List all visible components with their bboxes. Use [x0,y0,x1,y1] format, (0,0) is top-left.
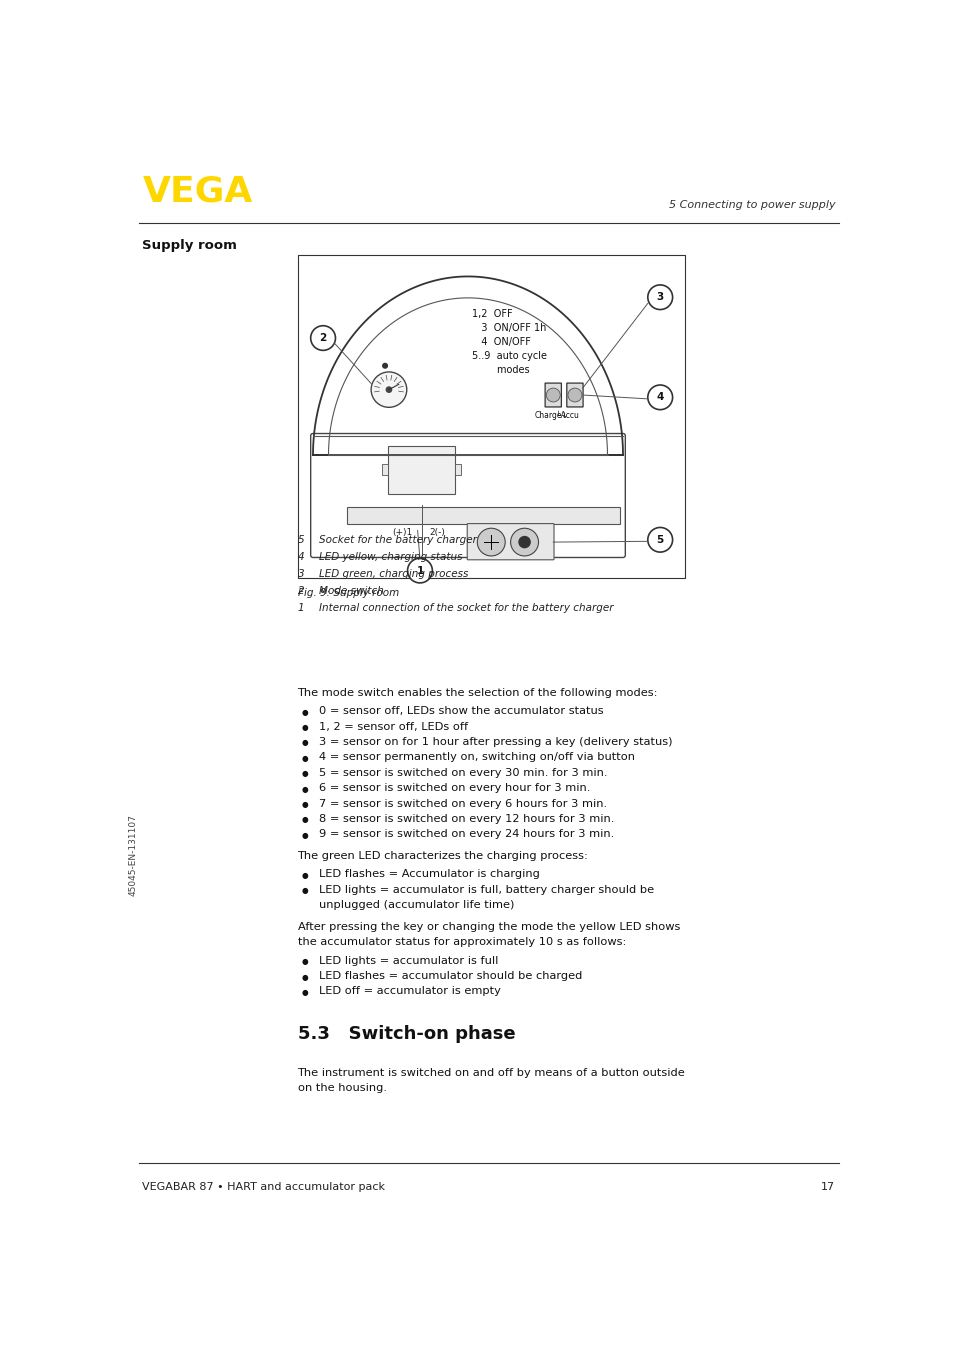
Text: ●: ● [301,784,308,793]
Text: 0 = sensor off, LEDs show the accumulator status: 0 = sensor off, LEDs show the accumulato… [319,705,603,716]
Text: ●: ● [301,723,308,733]
Circle shape [476,528,505,556]
Text: ●: ● [301,754,308,762]
Bar [297,255,684,578]
Text: unplugged (accumulator life time): unplugged (accumulator life time) [319,900,514,910]
Circle shape [371,372,406,408]
Text: VEGABAR 87 • HART and accumulator pack: VEGABAR 87 • HART and accumulator pack [142,1182,385,1192]
Circle shape [407,558,432,584]
Text: Socket for the battery charger: Socket for the battery charger [319,535,476,546]
Text: Mode switch: Mode switch [319,586,384,596]
FancyBboxPatch shape [311,433,624,558]
Text: ●: ● [301,800,308,810]
Text: 4: 4 [656,393,663,402]
Text: LED lights = accumulator is full: LED lights = accumulator is full [319,956,498,965]
Text: ●: ● [301,738,308,747]
Text: 2(-): 2(-) [429,528,445,538]
Text: ●: ● [301,815,308,825]
Circle shape [386,387,392,393]
Circle shape [510,528,537,556]
Bar [388,445,455,494]
Bar [462,1308,473,1319]
Text: LED green, charging process: LED green, charging process [319,569,468,580]
Circle shape [311,326,335,351]
Text: the accumulator status for approximately 10 s as follows:: the accumulator status for approximately… [297,937,625,946]
Bar [347,506,619,524]
Text: After pressing the key or changing the mode the yellow LED shows: After pressing the key or changing the m… [297,922,679,932]
Text: VEGA: VEGA [142,175,253,209]
Text: LED flashes = accumulator should be charged: LED flashes = accumulator should be char… [319,971,582,982]
FancyBboxPatch shape [467,524,554,559]
Circle shape [647,528,672,552]
Text: (+)1: (+)1 [392,528,412,538]
Text: LED yellow, charging status: LED yellow, charging status [319,552,462,562]
Bar [455,463,460,475]
Text: 5: 5 [297,535,304,546]
Text: 1,2  OFF
   3  ON/OFF 1h
   4  ON/OFF
5..9  auto cycle
        modes: 1,2 OFF 3 ON/OFF 1h 4 ON/OFF 5..9 auto c… [472,309,546,375]
Text: 5 Connecting to power supply: 5 Connecting to power supply [668,200,835,210]
Circle shape [382,363,387,368]
Text: 3: 3 [656,292,663,302]
Text: ●: ● [301,831,308,839]
Text: LED flashes = Accumulator is charging: LED flashes = Accumulator is charging [319,869,539,879]
Text: 1, 2 = sensor off, LEDs off: 1, 2 = sensor off, LEDs off [319,722,468,731]
Text: 4 = sensor permanently on, switching on/off via button: 4 = sensor permanently on, switching on/… [319,753,635,762]
Circle shape [567,389,581,402]
Text: LED lights = accumulator is full, battery charger should be: LED lights = accumulator is full, batter… [319,884,654,895]
Text: Fig. 9: Supply room: Fig. 9: Supply room [297,588,398,597]
Text: ●: ● [301,887,308,895]
Text: 7 = sensor is switched on every 6 hours for 3 min.: 7 = sensor is switched on every 6 hours … [319,799,607,808]
Text: 5 = sensor is switched on every 30 min. for 3 min.: 5 = sensor is switched on every 30 min. … [319,768,607,777]
Text: 17: 17 [821,1182,835,1192]
Text: on the housing.: on the housing. [297,1083,386,1094]
Text: 4: 4 [297,552,304,562]
Text: ●: ● [301,957,308,967]
Text: 1: 1 [297,603,304,613]
Text: 3 = sensor on for 1 hour after pressing a key (delivery status): 3 = sensor on for 1 hour after pressing … [319,737,672,747]
Circle shape [518,536,530,547]
Text: Charge↓: Charge↓ [534,412,568,420]
Text: 9 = sensor is switched on every 24 hours for 3 min.: 9 = sensor is switched on every 24 hours… [319,829,614,839]
Text: 1: 1 [416,566,423,575]
Text: 2: 2 [297,586,304,596]
Text: The mode switch enables the selection of the following modes:: The mode switch enables the selection of… [297,688,658,697]
Text: └Accu: └Accu [555,412,578,420]
Circle shape [647,284,672,310]
Text: 45045-EN-131107: 45045-EN-131107 [129,815,137,896]
Text: 2: 2 [319,333,326,343]
Text: 6 = sensor is switched on every hour for 3 min.: 6 = sensor is switched on every hour for… [319,783,590,793]
Text: The instrument is switched on and off by means of a button outside: The instrument is switched on and off by… [297,1068,684,1078]
Text: ●: ● [301,769,308,779]
Circle shape [647,385,672,410]
Text: 5: 5 [656,535,663,544]
Text: ●: ● [301,708,308,716]
Text: The green LED characterizes the charging process:: The green LED characterizes the charging… [297,850,588,861]
Text: ●: ● [301,871,308,880]
Text: ●: ● [301,988,308,997]
Text: 3: 3 [297,569,304,580]
Text: 5.3   Switch-on phase: 5.3 Switch-on phase [297,1025,515,1043]
FancyBboxPatch shape [544,383,560,408]
Text: Internal connection of the socket for the battery charger: Internal connection of the socket for th… [319,603,613,613]
Text: ●: ● [301,972,308,982]
Text: LED off = accumulator is empty: LED off = accumulator is empty [319,986,500,997]
Text: 8 = sensor is switched on every 12 hours for 3 min.: 8 = sensor is switched on every 12 hours… [319,814,614,823]
Text: Supply room: Supply room [142,240,237,252]
FancyBboxPatch shape [566,383,582,408]
Circle shape [546,389,559,402]
Bar [381,463,388,475]
